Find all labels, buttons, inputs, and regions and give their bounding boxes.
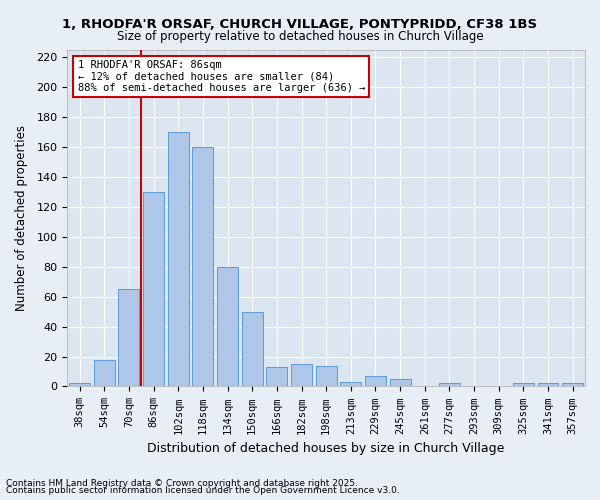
Bar [291, 364, 312, 386]
Bar [562, 384, 583, 386]
Bar [316, 366, 337, 386]
Bar [538, 384, 559, 386]
Text: Contains public sector information licensed under the Open Government Licence v3: Contains public sector information licen… [6, 486, 400, 495]
Bar [217, 267, 238, 386]
Bar [94, 360, 115, 386]
Bar [69, 384, 90, 386]
Bar [143, 192, 164, 386]
Bar [193, 147, 214, 386]
Bar [365, 376, 386, 386]
Bar [513, 384, 534, 386]
Bar [340, 382, 361, 386]
Bar [266, 367, 287, 386]
X-axis label: Distribution of detached houses by size in Church Village: Distribution of detached houses by size … [148, 442, 505, 455]
Text: Contains HM Land Registry data © Crown copyright and database right 2025.: Contains HM Land Registry data © Crown c… [6, 478, 358, 488]
Bar [168, 132, 189, 386]
Text: 1 RHODFA'R ORSAF: 86sqm
← 12% of detached houses are smaller (84)
88% of semi-de: 1 RHODFA'R ORSAF: 86sqm ← 12% of detache… [77, 60, 365, 94]
Text: 1, RHODFA'R ORSAF, CHURCH VILLAGE, PONTYPRIDD, CF38 1BS: 1, RHODFA'R ORSAF, CHURCH VILLAGE, PONTY… [62, 18, 538, 30]
Y-axis label: Number of detached properties: Number of detached properties [15, 125, 28, 311]
Bar [118, 289, 139, 386]
Text: Size of property relative to detached houses in Church Village: Size of property relative to detached ho… [116, 30, 484, 43]
Bar [439, 384, 460, 386]
Bar [389, 379, 410, 386]
Bar [242, 312, 263, 386]
